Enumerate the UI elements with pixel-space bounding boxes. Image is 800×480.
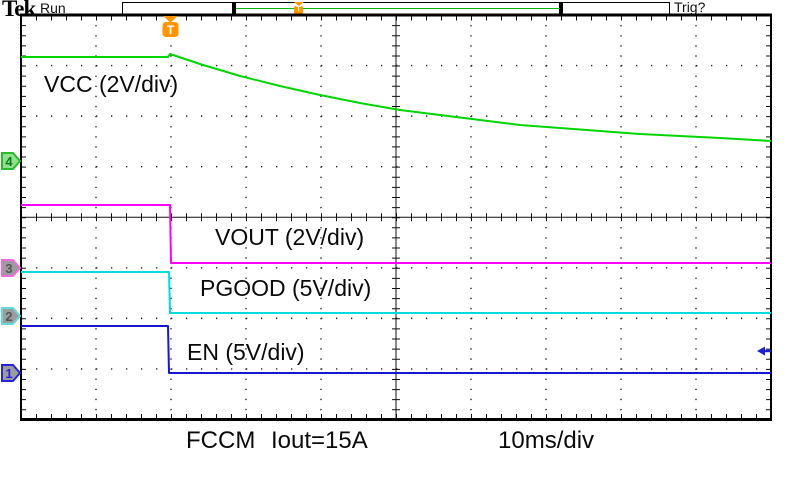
trace-en xyxy=(21,325,771,374)
trace-vcc xyxy=(21,53,772,142)
svg-text:4: 4 xyxy=(5,154,13,169)
channel-4-marker[interactable]: 4 xyxy=(1,152,22,170)
svg-text:T: T xyxy=(167,23,175,37)
trigger-position-icon[interactable]: T xyxy=(293,2,304,14)
svg-text:2: 2 xyxy=(5,309,12,324)
level-arrow-icon[interactable] xyxy=(757,346,771,356)
vcc-trace-label: VCC (2V/div) xyxy=(44,71,179,97)
timebase-annotation: 10ms/div xyxy=(498,427,595,454)
trigger-badge-icon: T xyxy=(294,6,303,14)
channel-1-marker[interactable]: 1 xyxy=(1,364,22,382)
channel-2-marker[interactable]: 2 xyxy=(1,307,22,325)
window-bracket-right-icon[interactable] xyxy=(559,1,563,15)
trigger-marker-icon[interactable]: T xyxy=(162,16,179,37)
load-annotation: Iout=15A xyxy=(271,427,368,454)
trigger-caret-icon xyxy=(293,2,304,6)
vout-trace-label: VOUT (2V/div) xyxy=(215,224,365,250)
acquisition-status: Run xyxy=(40,0,66,16)
svg-text:3: 3 xyxy=(5,261,12,276)
mode-annotation: FCCM xyxy=(186,427,256,454)
pgood-trace-label: PGOOD (5V/div) xyxy=(200,275,372,301)
trace-pgood xyxy=(21,271,771,314)
svg-text:1: 1 xyxy=(5,366,12,381)
window-bracket-left-icon[interactable] xyxy=(231,1,236,15)
channel-3-marker[interactable]: 3 xyxy=(1,259,22,277)
en-trace-label: EN (5V/div) xyxy=(187,339,305,365)
preview-waveform xyxy=(235,7,560,10)
trace-vout xyxy=(21,204,771,264)
trigger-status: Trig? xyxy=(674,0,706,15)
